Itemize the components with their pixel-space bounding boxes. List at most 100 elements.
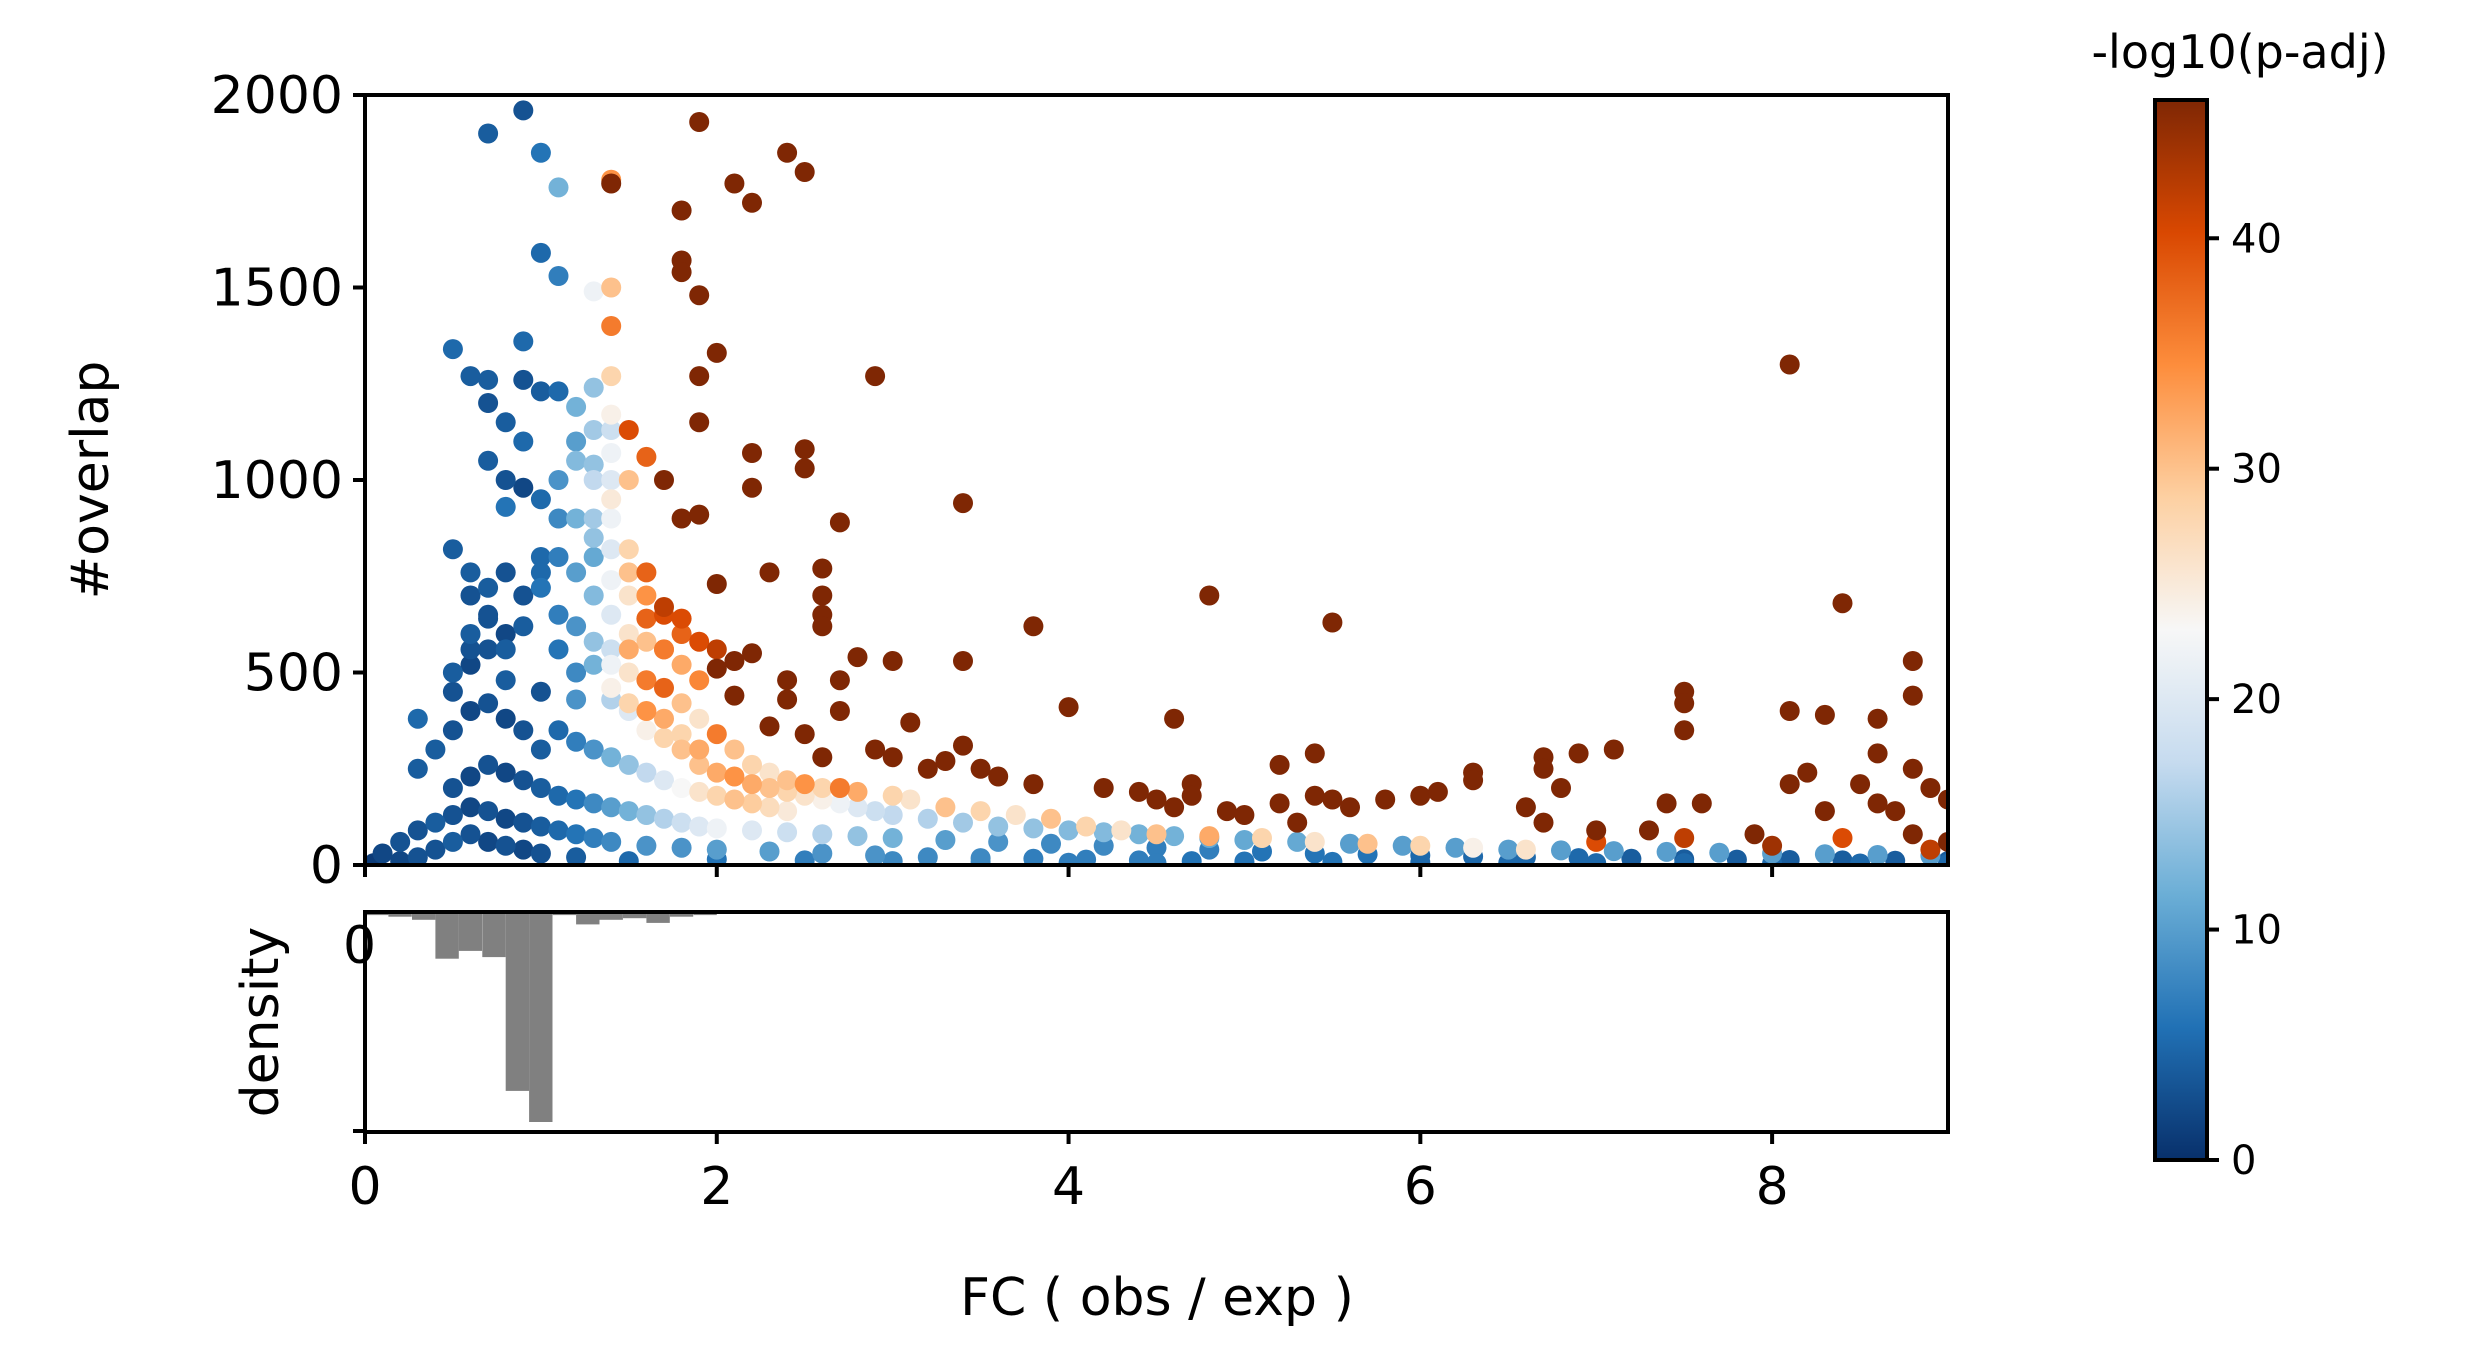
scatter-point [794,850,815,865]
scatter-point [1269,754,1290,775]
scatter-point [1726,849,1747,865]
scatter-point [1111,820,1132,841]
scatter-point [812,558,833,579]
scatter-point [1146,789,1167,810]
scatter-point [513,431,534,452]
scatter-point [442,339,463,360]
scatter-point [1744,824,1765,845]
scatter-point [460,766,481,787]
scatter-point [654,597,674,617]
scatter-point [742,477,762,498]
scatter-point [847,826,868,847]
scatter-point [601,508,622,529]
scatter-point [425,812,446,833]
scatter-point [1832,828,1853,848]
scatter-point [583,547,604,567]
scatter-point [442,681,463,702]
scatter-point [548,820,569,841]
scatter-point [882,651,903,671]
scatter-point [636,805,657,825]
scatter-point [1902,685,1923,706]
scatter-point [460,624,481,644]
histogram-bar [388,912,412,917]
scatter-point [566,450,587,471]
scatter-point [671,608,692,629]
scatter-point [1656,793,1677,814]
scatter-point [1515,839,1536,860]
scatter-point [548,604,569,625]
scatter-point [1938,853,1948,865]
scatter-point [1093,822,1114,843]
scatter-point [654,470,674,490]
scatter-point [548,177,569,198]
scatter-point [513,839,534,860]
scatter-point [1867,708,1888,729]
scatter-point [689,504,710,525]
scatter-point [1885,850,1906,865]
scatter-point [548,508,569,529]
scatter-point [829,512,850,533]
scatter-point [1287,812,1308,833]
scatter-point [1463,770,1484,791]
scatter-point [794,774,815,795]
scatter-point [566,731,587,752]
scatter-point [636,701,657,721]
scatter-point [671,693,692,714]
scatter-point [900,712,921,733]
scatter-point [460,639,481,660]
scatter-point [601,570,622,591]
scatter-point [495,562,516,583]
scatter-point [882,805,903,825]
scatter-point [460,654,481,675]
scatter-point [460,797,481,818]
scatter-point [1340,797,1360,818]
scatter-point [865,366,886,387]
scatter-point [1164,797,1185,818]
density-axis-label: density [231,927,291,1118]
scatter-point [1533,812,1554,833]
scatter-point [829,670,850,691]
scatter-point [654,728,674,748]
scatter-point [583,281,604,302]
scatter-point [1814,801,1835,822]
scatter-point [812,824,833,845]
colorbar-tick-label: 30 [2231,447,2282,493]
scatter-point [513,720,534,741]
scatter-point [1568,848,1589,865]
x-tick-label: 2 [700,1157,733,1217]
scatter-point [689,781,710,802]
scatter-point [390,851,411,865]
scatter-point [742,192,762,213]
scatter-point [618,624,639,644]
y-tick-label: 2000 [211,66,343,126]
scatter-point [935,751,956,771]
histogram-frame [363,910,1950,1134]
scatter-point [759,778,780,798]
scatter-point [460,701,481,721]
scatter-point [566,789,587,810]
scatter-point [953,651,973,671]
scatter-point [1586,853,1607,865]
scatter-point [566,824,587,845]
scatter-point [882,828,903,848]
scatter-point [601,831,622,852]
scatter-point [882,851,903,865]
scatter-point [618,562,639,583]
scatter-point [1709,842,1730,863]
scatter-point [671,200,692,221]
scatter-point [1920,778,1941,798]
scatter-point [1814,844,1835,865]
scatter-point [1779,850,1800,865]
scatter-point [1146,853,1167,865]
scatter-point [1287,831,1308,852]
scatter-point [1674,828,1695,848]
scatter-point [1076,849,1097,865]
scatter-point [636,608,657,629]
scatter-point [530,778,551,798]
scatter-point [777,801,798,822]
scatter-point [618,539,639,560]
scatter-point [495,835,516,856]
scatter-point [794,162,815,182]
scatter-point [742,443,762,463]
scatter-point [478,693,499,714]
